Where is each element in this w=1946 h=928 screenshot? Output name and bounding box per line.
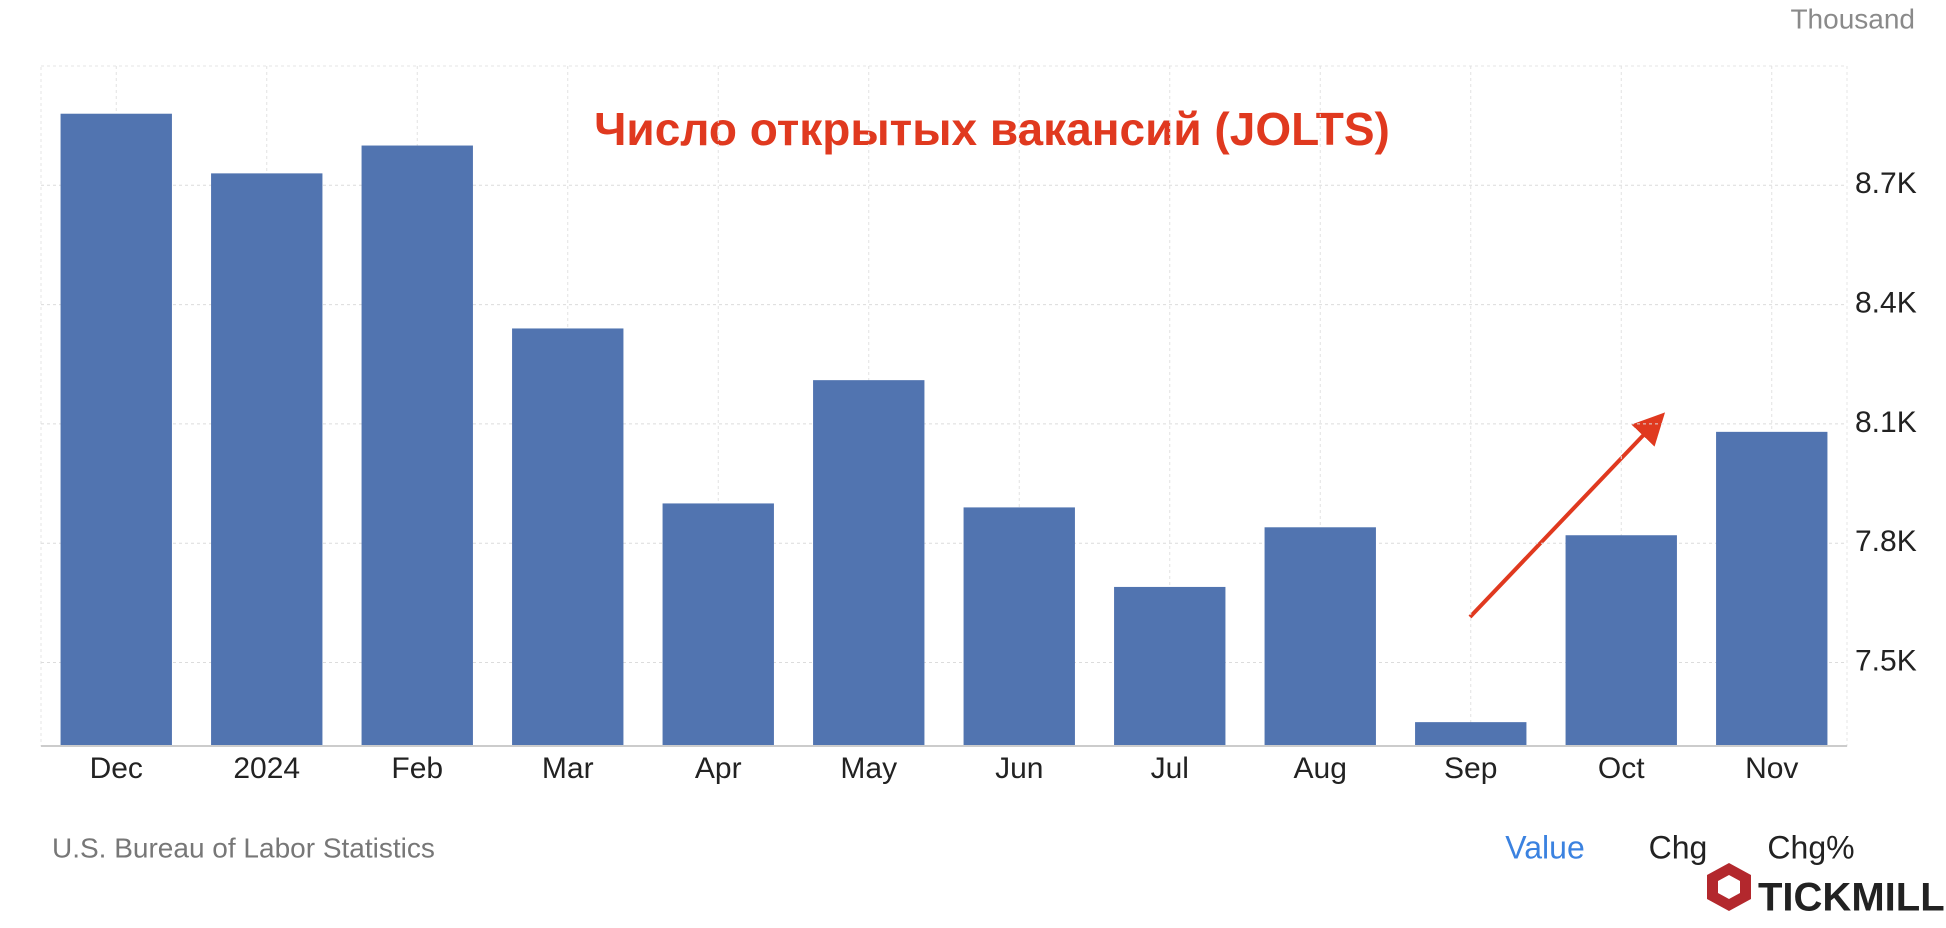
bar xyxy=(813,380,925,746)
bar xyxy=(60,113,172,746)
brand: TICKMILL xyxy=(1758,876,1945,920)
y-tick-label: 8.7K xyxy=(1855,167,1917,200)
chg-button[interactable]: Chg xyxy=(1649,829,1708,865)
x-tick-label: Nov xyxy=(1745,752,1798,785)
bar xyxy=(1415,722,1527,746)
bar xyxy=(662,503,774,746)
bar xyxy=(1716,431,1828,746)
brand-logo xyxy=(1707,863,1751,911)
x-tick-label: Oct xyxy=(1598,752,1645,785)
x-tick-label: Feb xyxy=(391,752,443,785)
y-tick-label: 8.4K xyxy=(1855,287,1917,320)
y-tick-label: 8.1K xyxy=(1855,406,1917,439)
chart-title: Число открытых вакансий (JOLTS) xyxy=(594,103,1390,155)
x-tick-label: Aug xyxy=(1294,752,1347,785)
bar xyxy=(361,145,473,746)
bar xyxy=(1264,527,1376,746)
x-tick-label: Sep xyxy=(1444,752,1497,785)
y-tick-label: 7.8K xyxy=(1855,525,1917,558)
bar xyxy=(963,507,1075,746)
bar xyxy=(211,173,323,747)
x-tick-label: Mar xyxy=(542,752,594,785)
x-tick-label: Dec xyxy=(90,752,143,785)
x-tick-label: Jul xyxy=(1151,752,1189,785)
x-tick-label: 2024 xyxy=(233,752,300,785)
bar xyxy=(1565,535,1677,746)
chg-pct-button[interactable]: Chg% xyxy=(1767,829,1854,865)
plot-frame xyxy=(40,65,1848,747)
bar xyxy=(512,328,624,746)
x-tick-label: Apr xyxy=(695,752,742,785)
y-tick-label: 7.5K xyxy=(1855,644,1917,677)
source: U.S. Bureau of Labor Statistics xyxy=(52,832,435,863)
x-tick-label: Jun xyxy=(995,752,1043,785)
unit-label: Thousand xyxy=(1790,3,1915,34)
trend-arrow xyxy=(1468,412,1666,619)
value-button[interactable]: Value xyxy=(1505,829,1584,865)
bar xyxy=(1114,586,1226,746)
x-tick-label: May xyxy=(840,752,897,785)
